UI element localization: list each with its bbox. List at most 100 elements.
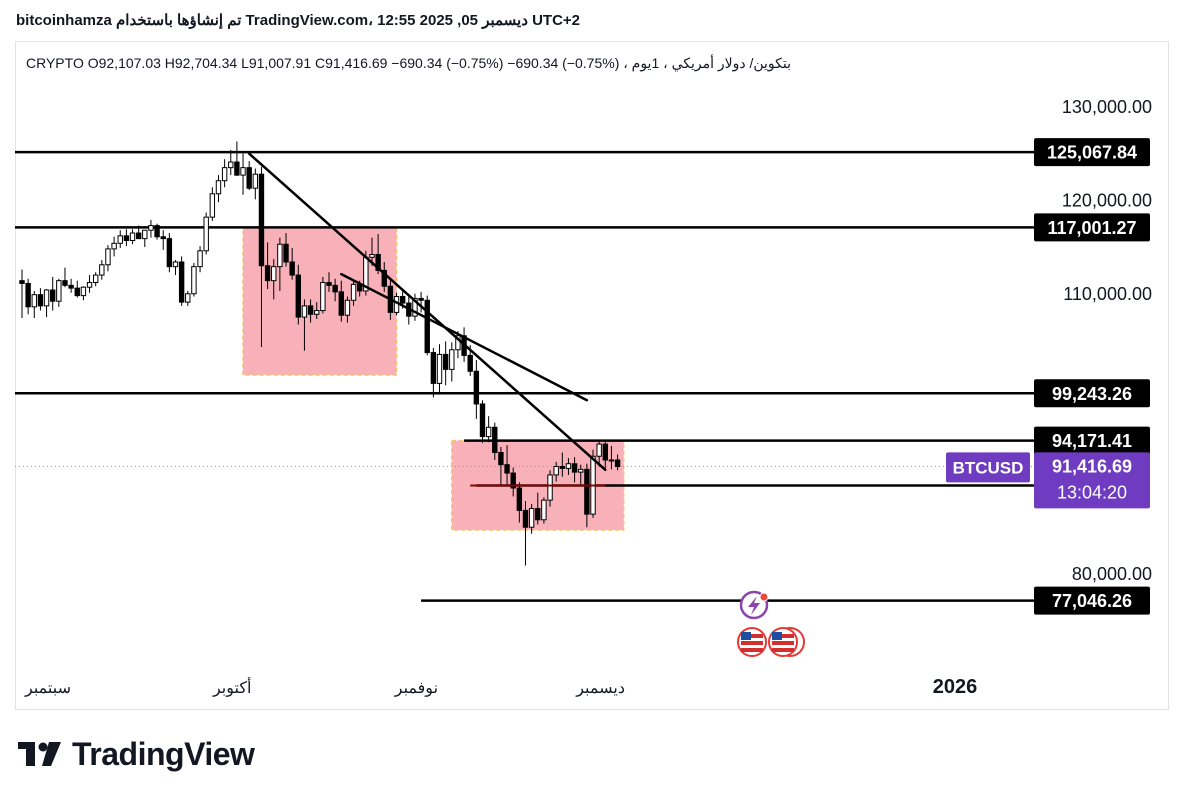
candle-body-40[interactable] [264,265,271,282]
candle-body-82[interactable] [522,509,529,528]
events-layer[interactable] [737,590,805,657]
candle-body-88[interactable] [559,466,566,469]
candle-body-91[interactable] [578,468,584,473]
trendline-1[interactable] [340,272,589,402]
candle-body-57[interactable] [369,254,375,258]
candle-body-90[interactable] [571,463,578,473]
candle-body-23[interactable] [160,236,166,240]
candle-body-85[interactable] [541,499,547,521]
candle-body-97[interactable] [614,459,621,468]
candle-body-4[interactable] [43,289,50,307]
candle-body-58[interactable] [375,254,381,271]
candle-body-5[interactable] [50,289,56,302]
candle-body-18[interactable] [129,232,136,241]
candle-body-29[interactable] [197,250,203,268]
candle-body-1[interactable] [25,282,31,308]
candle-body-47[interactable] [307,305,314,315]
candle-body-2[interactable] [31,294,37,308]
candle-body-35[interactable] [234,161,240,176]
candle-body-79[interactable] [504,464,510,474]
candle-body-74[interactable] [473,370,480,405]
candle-body-9[interactable] [74,287,80,297]
candle-body-3[interactable] [37,294,44,307]
candle-body-76[interactable] [485,426,492,438]
candle-body-33[interactable] [221,167,228,182]
tradingview-logo[interactable]: TradingView [18,736,255,773]
candle-body-69[interactable] [442,353,449,370]
candle-body-0[interactable] [19,280,25,284]
candle-body-75[interactable] [479,403,486,438]
candle-body-46[interactable] [301,305,308,318]
candle-body-26[interactable] [178,261,185,303]
candle-body-25[interactable] [172,261,179,268]
zone-rect-0[interactable] [242,226,398,376]
candle-body-30[interactable] [203,216,209,252]
candle-body-95[interactable] [602,443,608,461]
candle-body-43[interactable] [283,243,289,263]
candle-body-94[interactable] [596,443,602,457]
candle-body-24[interactable] [166,238,173,268]
candle-body-51[interactable] [332,284,338,293]
candle-body-8[interactable] [68,284,74,289]
candle-body-36[interactable] [240,167,246,176]
candle-body-84[interactable] [535,508,541,521]
candle-body-71[interactable] [455,335,461,351]
candle-body-89[interactable] [565,463,572,469]
candle-body-11[interactable] [86,282,93,288]
candle-body-19[interactable] [135,232,142,240]
candle-body-83[interactable] [528,508,535,528]
candle-body-34[interactable] [228,161,234,169]
trendline-0[interactable] [247,152,607,472]
candle-body-22[interactable] [154,225,160,238]
candle-body-62[interactable] [399,296,406,304]
candle-body-81[interactable] [516,487,523,511]
candle-body-13[interactable] [99,264,105,276]
candle-body-59[interactable] [381,269,387,287]
candle-body-6[interactable] [56,280,62,302]
symbol-badge[interactable]: BTCUSD [953,458,1024,477]
candle-body-53[interactable] [344,299,351,316]
candle-body-86[interactable] [547,474,553,501]
candle-body-92[interactable] [584,468,590,515]
candle-body-48[interactable] [314,310,320,315]
candle-body-87[interactable] [553,466,559,476]
candle-body-32[interactable] [215,180,222,195]
lightning-event-icon[interactable] [739,590,769,620]
candle-body-52[interactable] [338,291,344,316]
candle-body-31[interactable] [209,193,216,218]
candle-body-49[interactable] [320,282,326,312]
candle-body-41[interactable] [271,266,277,282]
candle-body-77[interactable] [492,426,498,454]
candle-body-42[interactable] [277,243,283,268]
candle-body-80[interactable] [510,472,516,489]
candle-body-44[interactable] [289,261,295,276]
candle-body-21[interactable] [148,225,154,231]
candle-body-70[interactable] [449,349,455,370]
candle-body-66[interactable] [424,299,430,354]
candle-body-78[interactable] [498,452,504,466]
us-flag-icon[interactable] [737,627,805,657]
candle-body-38[interactable] [252,173,259,189]
candle-body-45[interactable] [295,274,302,318]
candle-body-10[interactable] [80,286,87,297]
candle-body-12[interactable] [92,274,99,284]
candle-body-7[interactable] [62,280,68,286]
candle-body-28[interactable] [191,266,197,295]
candle-body-68[interactable] [436,353,443,384]
candle-body-67[interactable] [430,352,437,384]
candle-body-65[interactable] [418,297,424,301]
candle-body-20[interactable] [142,229,148,240]
candle-body-73[interactable] [467,354,473,372]
candle-body-54[interactable] [350,283,357,301]
candle-body-16[interactable] [117,235,123,244]
candle-body-14[interactable] [105,248,111,266]
candle-body-17[interactable] [123,235,130,241]
candle-body-27[interactable] [185,293,191,303]
candle-body-15[interactable] [111,242,117,250]
candle-body-64[interactable] [412,297,418,317]
candle-body-39[interactable] [258,173,265,267]
candle-body-96[interactable] [608,459,615,462]
candle-body-37[interactable] [246,167,252,189]
candle-body-50[interactable] [326,282,332,286]
